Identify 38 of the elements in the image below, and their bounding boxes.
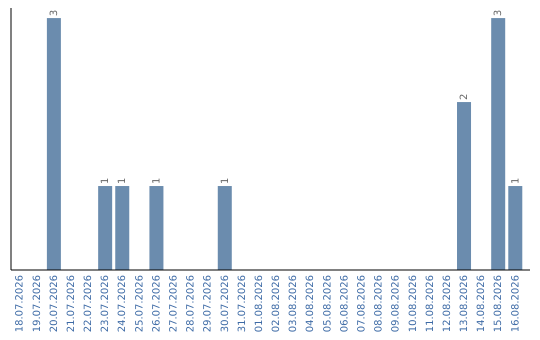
x-tick-label: 21.07.2026 xyxy=(66,275,77,332)
x-tick-label: 18.07.2026 xyxy=(14,275,26,332)
x-tick-label: 29.07.2026 xyxy=(202,275,214,332)
x-tick-label: 13.08.2026 xyxy=(459,275,470,332)
x-tick-label: 14.08.2026 xyxy=(476,275,488,332)
x-tick-label: 15.08.2026 xyxy=(493,275,504,332)
data-label: 3 xyxy=(493,10,504,16)
data-label: 1 xyxy=(510,178,522,184)
x-tick-label: 28.07.2026 xyxy=(186,275,197,332)
x-tick-label: 27.07.2026 xyxy=(168,275,180,332)
x-tick-label: 26.07.2026 xyxy=(151,275,162,332)
x-tick-label: 03.08.2026 xyxy=(288,275,300,332)
x-tick-label: 11.08.2026 xyxy=(424,275,436,332)
data-label: 1 xyxy=(100,178,112,184)
x-tick-label: 30.07.2026 xyxy=(220,275,231,332)
x-tick-label: 09.08.2026 xyxy=(390,275,402,332)
x-tick-label: 08.08.2026 xyxy=(374,275,385,332)
data-label: 2 xyxy=(459,94,470,100)
data-label: 1 xyxy=(220,178,231,184)
x-tick-label: 12.08.2026 xyxy=(442,275,453,332)
data-label: 1 xyxy=(117,178,128,184)
x-tick-label: 06.08.2026 xyxy=(339,275,350,332)
x-tick-label: 05.08.2026 xyxy=(322,275,334,332)
x-tick-label: 10.08.2026 xyxy=(408,275,419,332)
x-tick-label: 07.08.2026 xyxy=(356,275,368,332)
x-tick-label: 23.07.2026 xyxy=(100,275,112,332)
x-tick-label: 20.07.2026 xyxy=(48,275,60,332)
x-tick-label: 04.08.2026 xyxy=(305,275,316,332)
x-tick-label: 19.07.2026 xyxy=(32,275,43,332)
x-tick-label: 02.08.2026 xyxy=(271,275,282,332)
x-tick-label: 25.07.2026 xyxy=(134,275,146,332)
data-label: 3 xyxy=(48,10,60,16)
data-label: 1 xyxy=(151,178,162,184)
x-tick-label: 16.08.2026 xyxy=(510,275,522,332)
x-tick-label: 22.07.2026 xyxy=(83,275,94,332)
x-tick-label: 01.08.2026 xyxy=(254,275,265,332)
x-tick-label: 31.07.2026 xyxy=(236,275,248,332)
x-tick-label: 24.07.2026 xyxy=(117,275,128,332)
